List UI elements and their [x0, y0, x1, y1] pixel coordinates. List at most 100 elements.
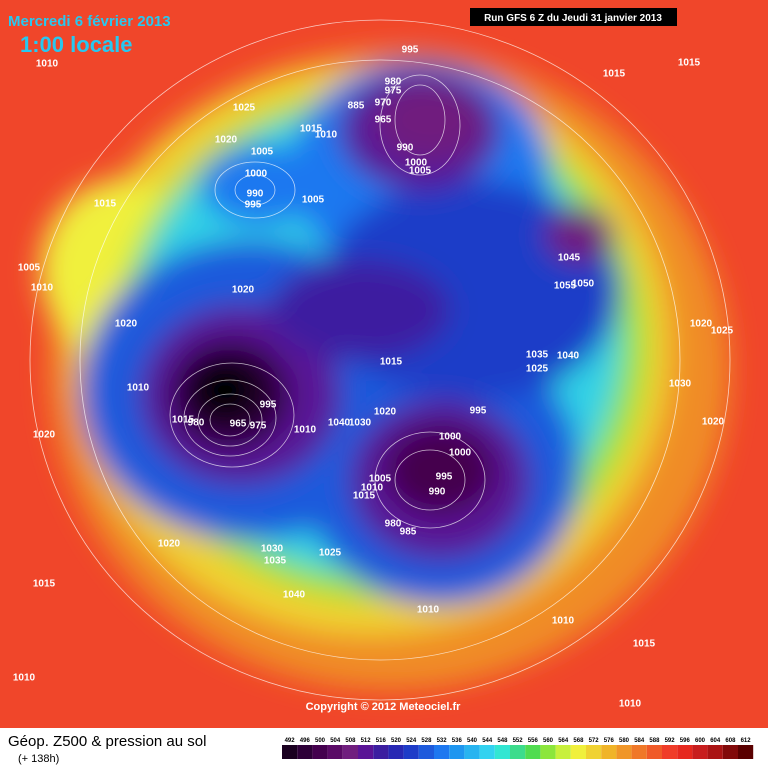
pressure-label: 995 — [470, 406, 487, 417]
pressure-label: 965 — [230, 419, 247, 430]
pressure-label: 990 — [397, 143, 414, 154]
colorbar-cell — [738, 745, 754, 759]
pressure-label: 1015 — [633, 639, 656, 650]
pressure-label: 1020 — [215, 135, 238, 146]
colorbar-label: 572 — [589, 738, 600, 744]
pressure-label: 1010 — [361, 483, 384, 494]
colorbar-label: 520 — [391, 738, 402, 744]
pressure-label: 965 — [375, 115, 392, 126]
pressure-label: 1015 — [380, 357, 403, 368]
pressure-label: 1020 — [33, 430, 56, 441]
colorbar-label: 568 — [573, 738, 584, 744]
pressure-label: 1030 — [669, 379, 692, 390]
colorbar-cell — [373, 745, 389, 759]
time: 1:00 locale — [20, 32, 133, 57]
pressure-label: 1010 — [13, 673, 36, 684]
pressure-label: 1020 — [702, 417, 725, 428]
pressure-label: 1015 — [172, 415, 195, 426]
pressure-label: 1015 — [33, 579, 56, 590]
colorbar-cell — [358, 745, 374, 759]
colorbar-label: 500 — [315, 738, 326, 744]
colorbar-label: 576 — [604, 738, 615, 744]
colorbar-cell — [692, 745, 708, 759]
pressure-label: 975 — [385, 86, 402, 97]
colorbar-label: 604 — [710, 738, 721, 744]
colorbar-cell — [449, 745, 465, 759]
colorbar-label: 580 — [619, 738, 630, 744]
colorbar-label: 596 — [680, 738, 691, 744]
pressure-label: 1040 — [283, 590, 306, 601]
colorbar-cell — [601, 745, 617, 759]
colorbar-label: 524 — [406, 738, 417, 744]
footer-title: Géop. Z500 & pression au sol — [8, 733, 206, 750]
pressure-label: 1020 — [374, 407, 397, 418]
pressure-label: 1055 — [554, 281, 577, 292]
pressure-label: 885 — [348, 101, 365, 112]
colorbar-label: 564 — [558, 738, 569, 744]
pressure-label: 1045 — [558, 253, 581, 264]
colorbar-cell — [677, 745, 693, 759]
colorbar-label: 560 — [543, 738, 554, 744]
colorbar-cell — [722, 745, 738, 759]
colorbar-cell — [403, 745, 419, 759]
colorbar-cell — [540, 745, 556, 759]
pressure-label: 1000 — [449, 448, 472, 459]
colorbar-label: 608 — [725, 738, 736, 744]
pressure-label: 1050 — [572, 279, 595, 290]
pressure-label: 1005 — [409, 166, 432, 177]
pressure-label: 1000 — [405, 158, 428, 169]
colorbar-cell — [494, 745, 510, 759]
pressure-label: 980 — [188, 418, 205, 429]
pressure-label: 980 — [385, 77, 402, 88]
colorbar-cell — [510, 745, 526, 759]
pressure-label: 1005 — [302, 195, 325, 206]
run-info: Run GFS 6 Z du Jeudi 31 janvier 2013 — [484, 13, 662, 24]
copyright: Copyright © 2012 Meteociel.fr — [306, 701, 462, 713]
colorbar-cell — [662, 745, 678, 759]
pressure-label: 1010 — [31, 283, 54, 294]
pressure-label: 995 — [245, 200, 262, 211]
pressure-label: 1015 — [353, 491, 376, 502]
date: Mercredi 6 février 2013 — [8, 13, 171, 30]
colorbar-label: 584 — [634, 738, 645, 744]
pressure-label: 1015 — [300, 124, 323, 135]
colorbar-label: 512 — [361, 738, 372, 744]
colorbar-cell — [616, 745, 632, 759]
pressure-label: 1040 — [557, 351, 580, 362]
colorbar-cell — [342, 745, 358, 759]
colorbar-cell — [707, 745, 723, 759]
pressure-label: 1010 — [294, 425, 317, 436]
colorbar-cell — [297, 745, 313, 759]
colorbar-cell — [479, 745, 495, 759]
colorbar-cell — [464, 745, 480, 759]
colorbar-cell — [327, 745, 343, 759]
pressure-label: 1020 — [115, 319, 138, 330]
colorbar-cell — [282, 745, 298, 759]
colorbar-cell — [525, 745, 541, 759]
pressure-label: 1010 — [552, 616, 575, 627]
pressure-label: 1035 — [264, 556, 287, 567]
pressure-label: 1030 — [261, 544, 284, 555]
colorbar-label: 496 — [300, 738, 311, 744]
colorbar-label: 552 — [513, 738, 524, 744]
colorbar-label: 556 — [528, 738, 539, 744]
colorbar-cell — [312, 745, 328, 759]
pressure-label: 1015 — [678, 58, 701, 69]
colorbar-cell — [570, 745, 586, 759]
colorbar-label: 540 — [467, 738, 478, 744]
pressure-label: 995 — [436, 472, 453, 483]
colorbar-label: 528 — [421, 738, 432, 744]
pressure-label: 1030 — [349, 418, 372, 429]
colorbar-label: 516 — [376, 738, 387, 744]
colorbar-label: 532 — [437, 738, 448, 744]
pressure-label: 1025 — [526, 364, 549, 375]
colorbar-cell — [646, 745, 662, 759]
pressure-label: 990 — [429, 487, 446, 498]
pressure-label: 990 — [247, 189, 264, 200]
pressure-label: 1000 — [245, 169, 268, 180]
pressure-label: 1020 — [158, 539, 181, 550]
colorbar-label: 592 — [665, 738, 676, 744]
pressure-label: 1005 — [251, 147, 274, 158]
